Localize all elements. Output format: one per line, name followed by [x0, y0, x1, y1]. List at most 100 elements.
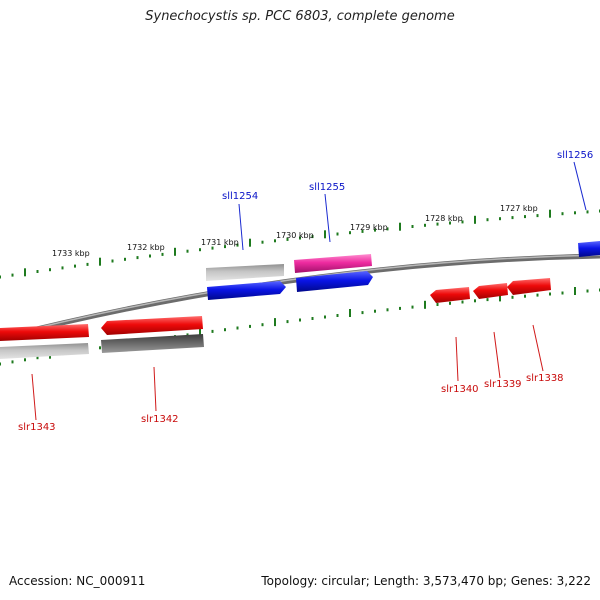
minor-tick — [374, 309, 376, 313]
minor-tick — [86, 262, 89, 266]
minor-tick — [286, 320, 289, 324]
major-tick — [324, 230, 326, 239]
genome-summary-text: Topology: circular; Length: 3,573,470 bp… — [261, 574, 591, 588]
minor-tick — [211, 246, 214, 250]
gene-slr1338-arrow[interactable] — [507, 278, 551, 295]
minor-tick — [299, 318, 301, 322]
forward-label-leaders — [238, 161, 587, 251]
gene-slr1343-arrow[interactable] — [0, 324, 89, 341]
minor-tick — [424, 223, 426, 227]
minor-tick — [311, 317, 314, 320]
feature-dark-gray-lower[interactable] — [101, 334, 204, 353]
scale-ticks-top — [0, 209, 600, 279]
minor-tick — [411, 305, 414, 309]
major-tick — [399, 222, 401, 231]
minor-tick — [486, 218, 489, 222]
minor-tick — [386, 308, 389, 312]
map-title: Synechocystis sp. PCC 6803, complete gen… — [145, 9, 455, 24]
minor-tick — [286, 237, 289, 241]
minor-tick — [561, 212, 564, 216]
minor-tick — [11, 273, 14, 277]
minor-tick — [336, 314, 339, 317]
gene-sll1256-arrow[interactable] — [578, 241, 600, 257]
feature-gray-upper[interactable] — [206, 264, 284, 281]
minor-tick — [524, 215, 526, 219]
minor-tick — [436, 222, 439, 226]
gene-label-sll1254[interactable]: sll1254 — [222, 191, 258, 202]
scale-label-1728: 1728 kbp — [425, 214, 463, 223]
minor-tick — [224, 328, 226, 332]
minor-tick — [449, 301, 451, 305]
gene-label-slr1342[interactable]: slr1342 — [141, 414, 179, 425]
major-tick — [274, 318, 276, 327]
major-tick — [174, 247, 176, 256]
minor-tick — [511, 295, 514, 299]
minor-tick — [411, 225, 414, 228]
minor-tick — [549, 292, 551, 296]
minor-tick — [586, 210, 589, 214]
minor-tick — [474, 299, 476, 303]
minor-tick — [186, 333, 189, 337]
minor-tick — [0, 362, 1, 366]
gene-label-sll1255[interactable]: sll1255 — [309, 182, 345, 193]
minor-tick — [99, 346, 101, 350]
minor-tick — [224, 245, 226, 249]
feature-gray-lower-left[interactable] — [0, 343, 89, 359]
minor-tick — [586, 289, 589, 293]
minor-tick — [436, 303, 439, 306]
gene-label-slr1338[interactable]: slr1338 — [526, 373, 564, 384]
minor-tick — [236, 326, 239, 330]
minor-tick — [49, 268, 51, 272]
minor-tick — [124, 257, 126, 261]
minor-tick — [261, 323, 264, 327]
minor-tick — [274, 239, 276, 243]
major-tick — [349, 309, 351, 317]
scale-label-1732: 1732 kbp — [127, 243, 165, 252]
gene-label-slr1343[interactable]: slr1343 — [18, 422, 56, 433]
minor-tick — [74, 264, 76, 268]
minor-tick — [24, 358, 26, 362]
minor-tick — [561, 291, 564, 295]
minor-tick — [186, 249, 189, 253]
major-tick — [24, 268, 26, 277]
minor-tick — [311, 235, 314, 239]
scale-label-1729: 1729 kbp — [350, 223, 388, 232]
gene-sll1254-arrow[interactable] — [207, 281, 286, 300]
gene-slr1342-arrow[interactable] — [101, 316, 203, 335]
minor-tick — [511, 216, 514, 220]
major-tick — [499, 293, 501, 302]
major-tick — [249, 238, 251, 247]
scale-label-1731: 1731 kbp — [201, 238, 239, 247]
minor-tick — [361, 311, 364, 315]
gene-label-slr1340[interactable]: slr1340 — [441, 384, 479, 395]
minor-tick — [299, 236, 301, 240]
feature-sll1255-pink[interactable] — [294, 254, 372, 273]
gene-label-slr1339[interactable]: slr1339 — [484, 379, 522, 390]
major-tick — [424, 300, 426, 309]
scale-label-1727: 1727 kbp — [500, 204, 538, 213]
gene-slr1340-arrow[interactable] — [430, 287, 470, 303]
gene-label-sll1256[interactable]: sll1256 — [557, 150, 593, 161]
minor-tick — [336, 232, 339, 236]
scale-ticks-bottom — [0, 287, 600, 366]
minor-tick — [374, 228, 376, 232]
gene-slr1339-arrow[interactable] — [473, 283, 508, 299]
minor-tick — [499, 217, 501, 221]
major-tick — [549, 209, 551, 218]
reverse-label-leaders — [31, 324, 544, 421]
minor-tick — [324, 315, 326, 319]
minor-tick — [161, 252, 164, 256]
minor-tick — [461, 300, 464, 304]
minor-tick — [574, 211, 576, 215]
minor-tick — [486, 298, 489, 302]
gene-sll1255-arrow[interactable] — [296, 271, 373, 292]
major-tick — [574, 287, 576, 295]
minor-tick — [236, 243, 239, 247]
scale-label-1730: 1730 kbp — [276, 231, 314, 240]
minor-tick — [461, 220, 464, 224]
minor-tick — [449, 221, 451, 225]
minor-tick — [0, 275, 1, 279]
minor-tick — [199, 248, 201, 252]
minor-tick — [249, 324, 251, 328]
